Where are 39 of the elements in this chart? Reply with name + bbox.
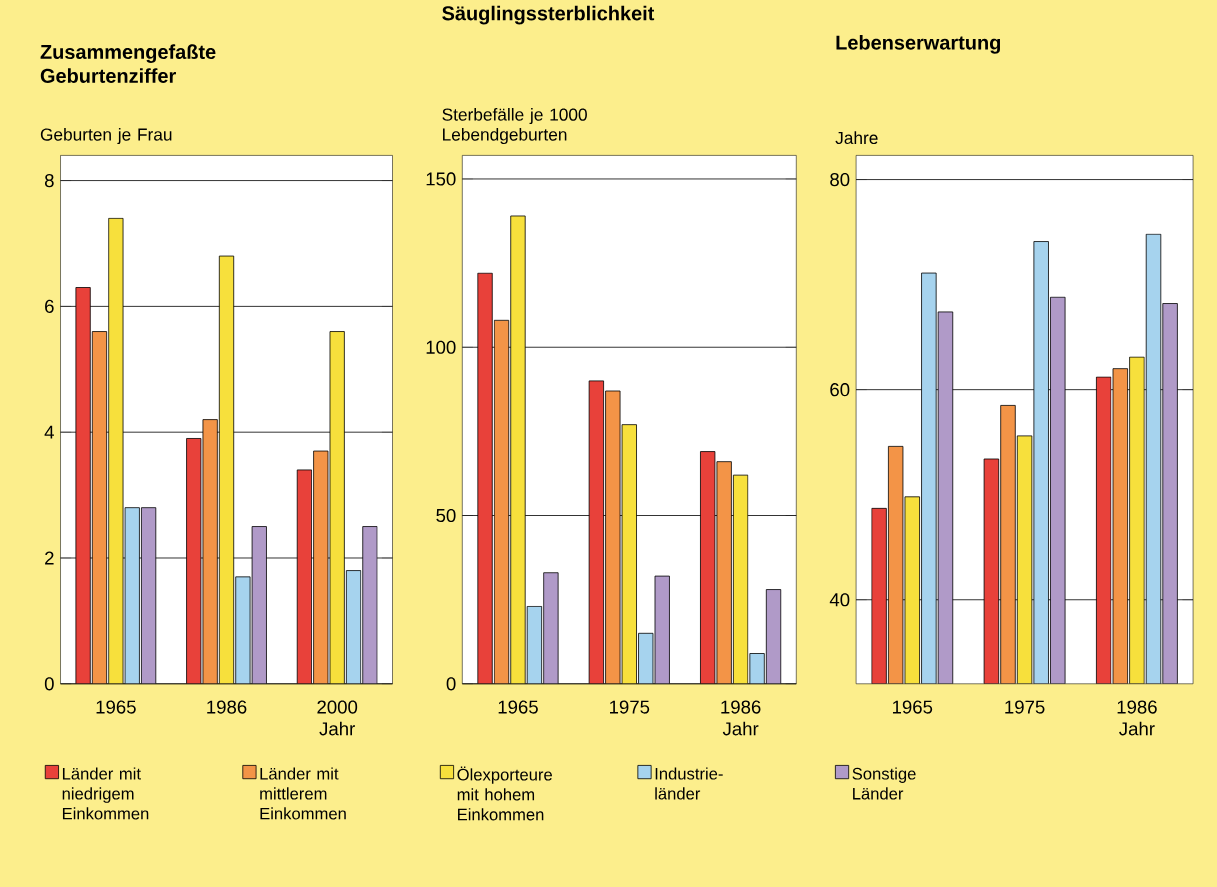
x-axis-title: Jahr [1119,721,1155,736]
y-tick-label: 150 [426,172,456,186]
x-tick-label: 1986 [721,700,761,714]
chart-title: Lebenserwartung [836,34,1001,54]
legend-label: Länder mit niedrigem Einkommen [62,767,149,820]
y-tick-label: 0 [44,677,54,691]
legend-label: Ölexporteure mit hohem Einkommen [457,766,552,821]
x-tick-label: 1986 [1117,700,1157,714]
y-tick-label: 40 [829,593,850,607]
y-tick-label: 2 [45,551,54,565]
chart-title: Zusammengefaßte Geburtenziffer [40,44,216,83]
x-tick-label: 2000 [317,700,358,714]
x-tick-label: 1965 [96,700,136,714]
x-tick-label: 1965 [892,700,933,714]
y-tick-label: 50 [436,508,456,523]
bar [477,272,493,684]
legend-label: Länder mit mittlerem Einkommen [260,767,346,820]
y-tick-label: 4 [44,425,54,439]
y-tick-label: 80 [830,172,850,187]
bar [313,450,329,684]
y-axis-title: Geburten je Frau [40,127,172,144]
x-tick-label: 1986 [207,700,247,714]
y-axis-title: Jahre [835,131,878,144]
y-tick-label: 8 [44,173,54,188]
legend-label: Industrie- länder [655,767,723,800]
y-tick-label: 6 [45,299,54,313]
bar [91,331,108,684]
legend-label: Sonstige Länder [852,767,916,800]
y-tick-label: 60 [830,382,850,397]
y-tick-label: 0 [446,677,456,691]
x-tick-label: 1965 [498,700,538,714]
y-axis-title: Sterbefälle je 1000 Lebendgeburten [442,107,587,144]
x-axis-title: Jahr [722,721,759,736]
x-tick-label: 1975 [1005,700,1045,714]
y-tick-label: 100 [426,340,456,354]
chart-title: Säuglingssterblichkeit [442,5,655,25]
x-axis-title: Jahr [319,721,355,736]
bar [202,419,218,684]
x-tick-label: 1975 [610,700,650,714]
